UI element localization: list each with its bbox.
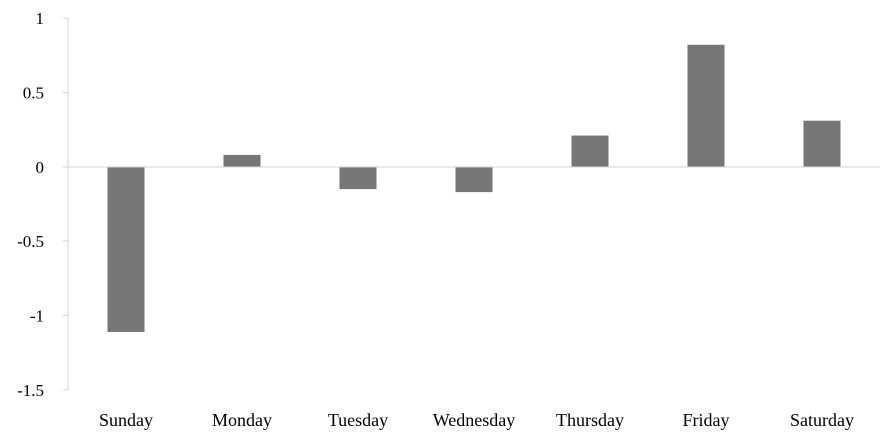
x-category-label: Sunday <box>99 410 153 430</box>
bar-saturday <box>803 120 841 167</box>
y-tick-label: -1.5 <box>17 381 44 400</box>
x-category-label: Tuesday <box>328 410 388 430</box>
x-category-label: Saturday <box>790 410 854 430</box>
x-axis-category-labels: Sunday Monday Tuesday Wednesday Thursday Frid… <box>99 410 854 430</box>
bar-sunday <box>107 166 145 332</box>
bar-monday <box>223 154 261 167</box>
y-tick-label: 0.5 <box>23 83 44 102</box>
y-tick-label: 1 <box>36 9 45 28</box>
y-tick-label: -0.5 <box>17 232 44 251</box>
x-category-label: Thursday <box>556 410 624 430</box>
x-category-label: Monday <box>212 410 272 430</box>
x-category-label: Friday <box>683 410 730 430</box>
axes <box>63 17 880 391</box>
bars <box>107 44 841 332</box>
y-tick-label: 0 <box>36 158 45 177</box>
y-tick-label: -1 <box>30 307 44 326</box>
y-axis-tick-labels: 1 0.5 0 -0.5 -1 -1.5 <box>17 9 44 400</box>
bar-tuesday <box>339 166 377 190</box>
x-category-label: Wednesday <box>433 410 516 430</box>
bar-wednesday <box>455 166 493 193</box>
bar-friday <box>687 44 725 167</box>
bar-thursday <box>571 135 609 167</box>
